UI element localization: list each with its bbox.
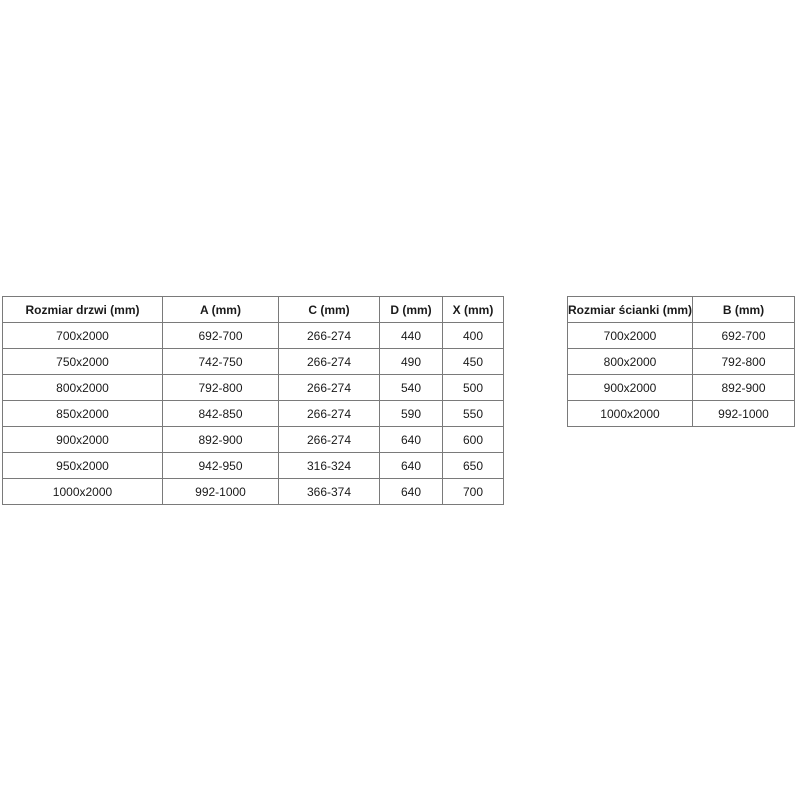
table-cell: 842-850: [162, 400, 279, 427]
table-cell: 590: [379, 400, 443, 427]
table-cell: 800x2000: [2, 374, 163, 401]
table-cell: 266-274: [278, 400, 380, 427]
table-cell: 450: [442, 348, 504, 375]
column-header-c: C (mm): [278, 296, 380, 323]
table-cell: 540: [379, 374, 443, 401]
table-cell: 750x2000: [2, 348, 163, 375]
door-sizes-table: Rozmiar drzwi (mm) A (mm) C (mm) D (mm) …: [2, 296, 504, 505]
table-row: 800x2000 792-800 266-274 540 500: [2, 374, 504, 401]
table-cell: 1000x2000: [567, 400, 693, 427]
table-row: 750x2000 742-750 266-274 490 450: [2, 348, 504, 375]
header-row: Rozmiar ścianki (mm) B (mm): [567, 296, 795, 323]
table-row: 900x2000 892-900 266-274 640 600: [2, 426, 504, 453]
table-cell: 650: [442, 452, 504, 479]
table-cell: 850x2000: [2, 400, 163, 427]
table-row: 950x2000 942-950 316-324 640 650: [2, 452, 504, 479]
column-header-x: X (mm): [442, 296, 504, 323]
column-header-door-size: Rozmiar drzwi (mm): [2, 296, 163, 323]
table-cell: 316-324: [278, 452, 380, 479]
table-cell: 500: [442, 374, 504, 401]
table-cell: 992-1000: [692, 400, 795, 427]
table-cell: 550: [442, 400, 504, 427]
table-cell: 266-274: [278, 348, 380, 375]
table-row: 1000x2000 992-1000: [567, 400, 795, 427]
wall-sizes-table: Rozmiar ścianki (mm) B (mm) 700x2000 692…: [567, 296, 795, 427]
table-cell: 892-900: [692, 374, 795, 401]
table-row: 900x2000 892-900: [567, 374, 795, 401]
column-header-a: A (mm): [162, 296, 279, 323]
table-cell: 992-1000: [162, 478, 279, 505]
table-cell: 400: [442, 322, 504, 349]
table-cell: 440: [379, 322, 443, 349]
table-cell: 366-374: [278, 478, 380, 505]
table-row: 700x2000 692-700 266-274 440 400: [2, 322, 504, 349]
table-cell: 692-700: [692, 322, 795, 349]
table-cell: 900x2000: [567, 374, 693, 401]
table-row: 700x2000 692-700: [567, 322, 795, 349]
table-row: 1000x2000 992-1000 366-374 640 700: [2, 478, 504, 505]
table-cell: 640: [379, 478, 443, 505]
table-cell: 640: [379, 426, 443, 453]
column-header-d: D (mm): [379, 296, 443, 323]
table-cell: 490: [379, 348, 443, 375]
table-cell: 950x2000: [2, 452, 163, 479]
column-header-wall-size: Rozmiar ścianki (mm): [567, 296, 693, 323]
header-row: Rozmiar drzwi (mm) A (mm) C (mm) D (mm) …: [2, 296, 504, 323]
table-cell: 792-800: [162, 374, 279, 401]
table-cell: 700: [442, 478, 504, 505]
table-row: 800x2000 792-800: [567, 348, 795, 375]
table-cell: 700x2000: [567, 322, 693, 349]
table-cell: 1000x2000: [2, 478, 163, 505]
table-cell: 900x2000: [2, 426, 163, 453]
table-cell: 640: [379, 452, 443, 479]
table-cell: 600: [442, 426, 504, 453]
table-cell: 742-750: [162, 348, 279, 375]
table-cell: 792-800: [692, 348, 795, 375]
table-cell: 892-900: [162, 426, 279, 453]
table-cell: 266-274: [278, 426, 380, 453]
table-cell: 266-274: [278, 374, 380, 401]
table-cell: 266-274: [278, 322, 380, 349]
table-cell: 692-700: [162, 322, 279, 349]
table-row: 850x2000 842-850 266-274 590 550: [2, 400, 504, 427]
column-header-b: B (mm): [692, 296, 795, 323]
table-cell: 942-950: [162, 452, 279, 479]
table-cell: 700x2000: [2, 322, 163, 349]
table-cell: 800x2000: [567, 348, 693, 375]
